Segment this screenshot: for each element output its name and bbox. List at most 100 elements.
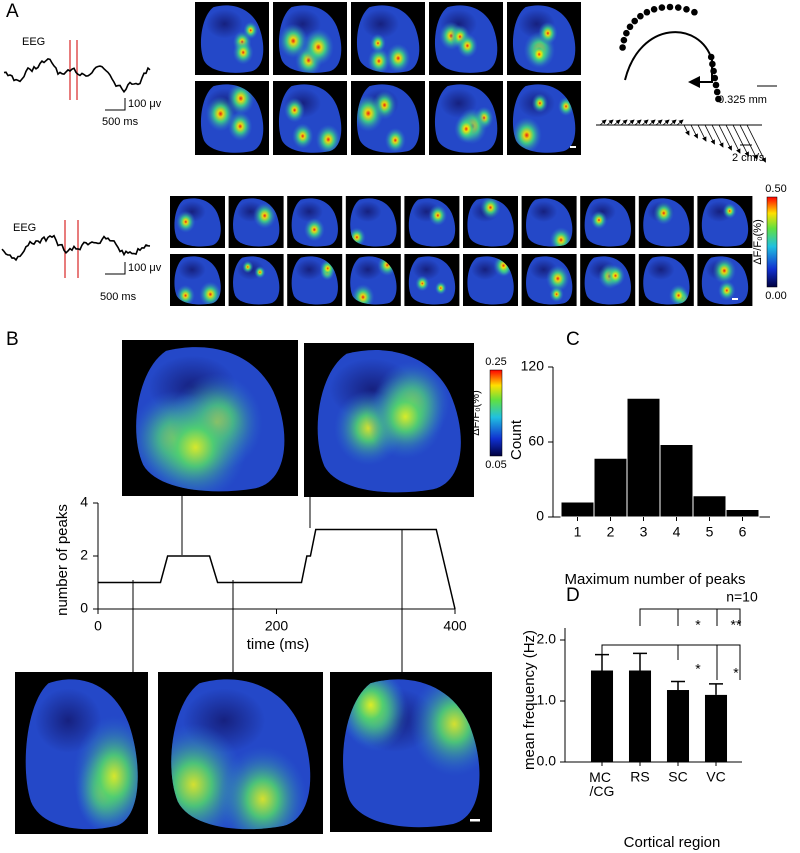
activity-blob — [303, 217, 325, 242]
y-tick-label: 2 — [80, 547, 88, 563]
image-content — [643, 256, 690, 305]
trajectory-point — [658, 4, 666, 11]
calcium-image — [174, 198, 221, 247]
activity-blob — [217, 746, 308, 830]
image-content — [408, 198, 456, 247]
x-tick-label: SC — [668, 769, 687, 785]
activity-blob — [531, 93, 548, 113]
image-content — [467, 198, 514, 247]
x-axis-label: Cortical region — [624, 834, 721, 851]
scale-label: 100 μv — [128, 262, 162, 274]
x-tick-label: MC /CG — [589, 769, 615, 799]
activity-blob — [284, 97, 305, 123]
activity-blob — [370, 33, 386, 53]
activity-blob — [384, 127, 406, 153]
activity-blob — [385, 43, 411, 73]
bar — [659, 444, 694, 518]
dark-region — [178, 259, 206, 280]
trajectory-point — [623, 29, 630, 37]
dark-region — [295, 201, 323, 222]
activity-blob — [712, 257, 737, 285]
y-tick-label: 60 — [528, 433, 544, 449]
annotation: * — [695, 617, 701, 633]
y-axis-label: mean frequency (Hz) — [521, 630, 538, 770]
colorbar-tick-label: 0.00 — [765, 290, 786, 302]
calcium-image — [200, 84, 264, 153]
velocity-arrow — [655, 119, 663, 126]
scale-bar — [732, 298, 738, 300]
activity-blob — [242, 260, 254, 274]
velocity-arrow — [620, 119, 628, 126]
image-content — [356, 5, 420, 73]
velocity-arrow — [718, 124, 732, 151]
error-bar — [595, 653, 609, 671]
velocity-arrow — [634, 119, 642, 126]
image-content — [701, 256, 749, 305]
trajectory-point — [709, 60, 716, 68]
colorbar-tick-label: 0.05 — [485, 459, 506, 471]
image-content — [200, 84, 264, 153]
y-tick-label: 0 — [536, 508, 544, 524]
x-tick-label: 3 — [640, 524, 648, 540]
activity-blob — [538, 21, 558, 45]
trajectory-point — [666, 3, 674, 11]
image-content — [278, 5, 342, 73]
dark-region — [471, 259, 499, 280]
activity-blob — [457, 33, 478, 58]
scale-label: 500 ms — [100, 291, 137, 303]
calcium-image — [136, 347, 285, 492]
velocity-arrow — [697, 124, 707, 142]
activity-blob — [590, 210, 608, 230]
activity-blob — [351, 284, 375, 305]
trajectory-point — [707, 53, 715, 61]
activity-blob — [605, 264, 626, 287]
y-tick-label: 1.0 — [537, 692, 557, 708]
activity-blob — [528, 42, 550, 67]
velocity-arrow — [711, 124, 724, 148]
image-content — [136, 347, 285, 492]
eeg-label: EEG — [13, 222, 36, 234]
eeg-trace — [3, 58, 151, 94]
scale-bar — [470, 819, 480, 822]
velocity-arrow — [725, 124, 741, 154]
colorbar-label: ΔF/F₀(%) — [752, 219, 764, 265]
trajectory-point — [619, 44, 626, 51]
calcium-image — [643, 256, 690, 305]
velocity-arrow — [606, 119, 614, 126]
error-bar — [709, 683, 723, 695]
colorbar-tick-label: 0.25 — [485, 356, 506, 368]
annotation: * — [733, 665, 739, 681]
bar — [590, 670, 614, 762]
activity-blob — [302, 28, 334, 66]
dark-region — [206, 9, 244, 39]
activity-blob — [722, 203, 737, 219]
trajectory-point — [631, 17, 639, 25]
calcium-image — [278, 5, 342, 73]
bar — [725, 509, 760, 518]
activity-blob — [232, 40, 254, 65]
activity-blob — [549, 286, 564, 303]
colorbar — [489, 369, 503, 457]
trajectory-point — [650, 6, 658, 13]
scale-label: 500 ms — [102, 116, 139, 128]
scale-label: 0.325 mm — [718, 94, 767, 106]
trajectory-point — [620, 36, 628, 44]
bar — [593, 457, 628, 518]
calcium-image — [584, 256, 631, 305]
activity-blob — [549, 227, 573, 247]
scale-bar — [105, 98, 126, 111]
dark-region — [529, 201, 558, 222]
panel-label: D — [566, 585, 580, 606]
velocity-arrow — [627, 119, 635, 126]
scale-bar — [105, 262, 126, 275]
dark-region — [647, 259, 675, 280]
trajectory-point — [637, 12, 644, 20]
trajectory-point — [710, 67, 717, 75]
activity-blob — [546, 265, 570, 292]
activity-blob — [653, 201, 675, 225]
x-axis-label: Maximum number of peaks — [565, 571, 746, 588]
x-tick-label: 5 — [706, 524, 714, 540]
activity-blob — [434, 281, 447, 295]
y-tick-label: 0 — [80, 600, 88, 616]
